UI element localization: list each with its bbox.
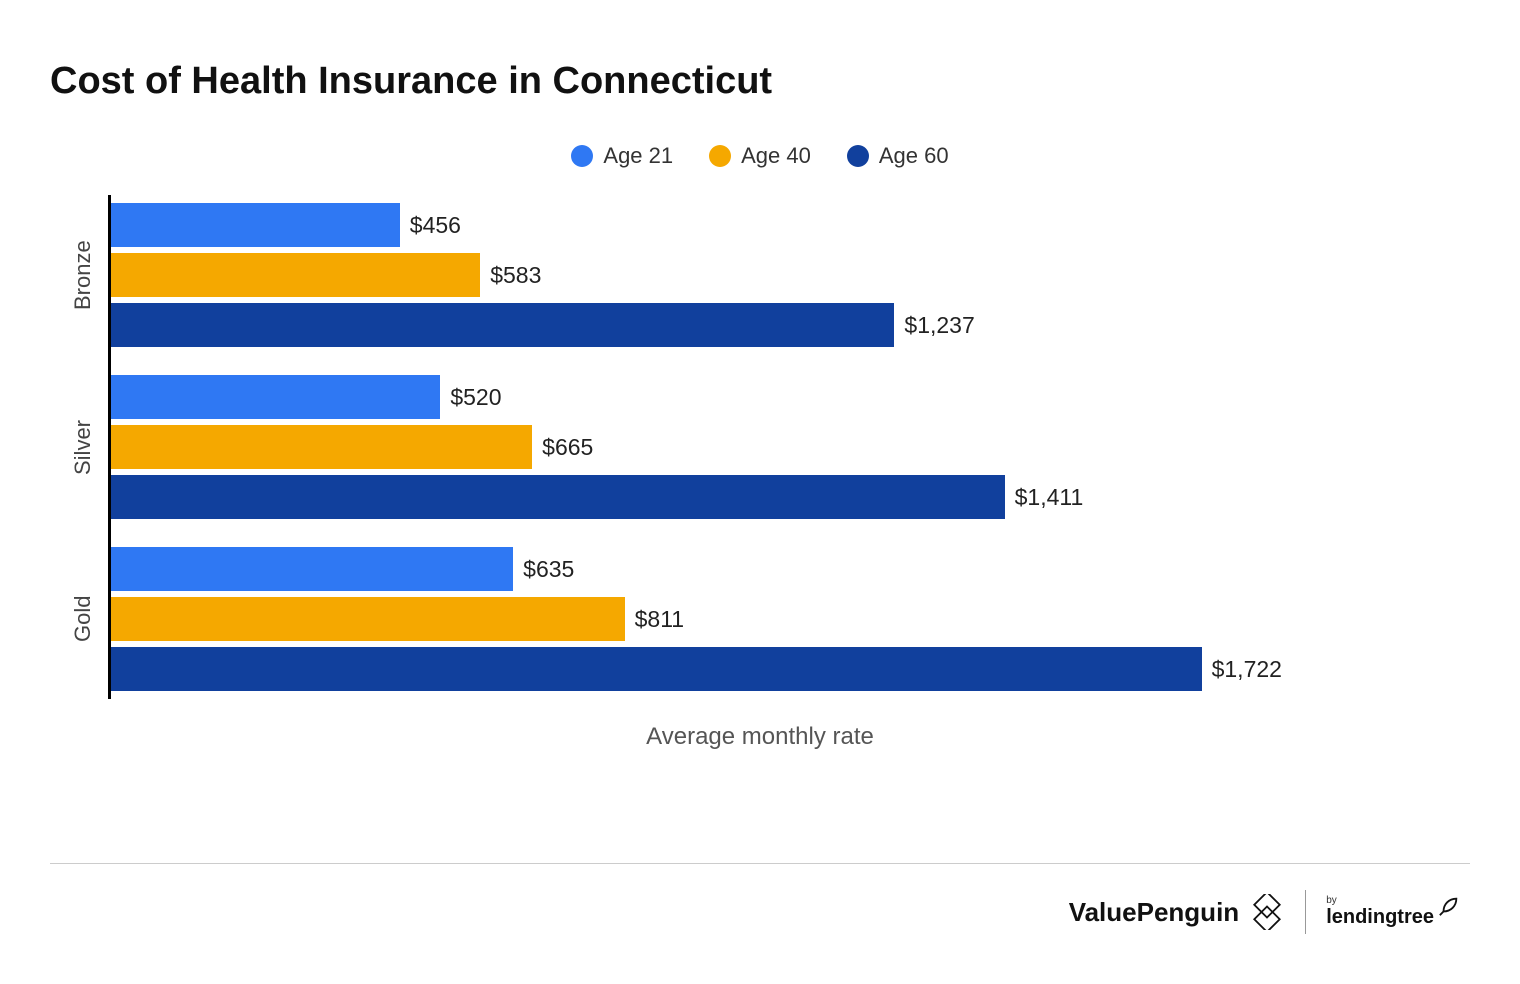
legend-swatch <box>571 145 593 167</box>
bar-value-label: $635 <box>523 556 574 583</box>
footer: ValuePenguin by lendingtree <box>1069 890 1460 934</box>
bar <box>111 647 1202 691</box>
legend-swatch <box>709 145 731 167</box>
legend-label: Age 21 <box>603 143 673 169</box>
legend-label: Age 40 <box>741 143 811 169</box>
x-axis-label: Average monthly rate <box>50 723 1470 751</box>
bar-row: $456 <box>111 203 1470 247</box>
footer-divider <box>50 863 1470 864</box>
bar-value-label: $520 <box>450 384 501 411</box>
bar-row: $665 <box>111 425 1470 469</box>
bar-value-label: $1,411 <box>1015 484 1084 511</box>
footer-separator <box>1305 890 1306 934</box>
leaf-icon <box>1438 895 1460 917</box>
bar <box>111 425 532 469</box>
legend-swatch <box>847 145 869 167</box>
lendingtree-logo: by lendingtree <box>1326 895 1460 929</box>
category-label: Silver <box>70 375 96 519</box>
valuepenguin-logo: ValuePenguin <box>1069 894 1286 930</box>
bar <box>111 303 894 347</box>
valuepenguin-icon <box>1249 894 1285 930</box>
bar-value-label: $665 <box>542 434 593 461</box>
bar-row: $1,411 <box>111 475 1470 519</box>
bar-value-label: $583 <box>490 262 541 289</box>
bar-row: $1,722 <box>111 647 1470 691</box>
chart-title: Cost of Health Insurance in Connecticut <box>50 60 1470 103</box>
legend-item: Age 21 <box>571 143 673 169</box>
lendingtree-by: by <box>1326 895 1434 906</box>
bar <box>111 597 625 641</box>
bar-group: $635 $811 $1,722 <box>111 547 1470 691</box>
bar-row: $520 <box>111 375 1470 419</box>
bar <box>111 253 480 297</box>
legend-item: Age 60 <box>847 143 949 169</box>
bar-row: $811 <box>111 597 1470 641</box>
bar-value-label: $456 <box>410 212 461 239</box>
bar <box>111 475 1005 519</box>
plot-area: $456 $583 $1,237 $520 $665 $1,411 $635 $811 $1,7… <box>108 195 1470 699</box>
bar-value-label: $1,237 <box>904 312 974 339</box>
bar-row: $635 <box>111 547 1470 591</box>
chart-area: BronzeSilverGold $456$583$1,237$520$665$… <box>70 195 1470 699</box>
bar-group: $520 $665 $1,411 <box>111 375 1470 519</box>
y-axis-labels: Bronze Silver Gold <box>70 195 108 699</box>
bar-value-label: $811 <box>635 606 684 633</box>
bar-value-label: $1,722 <box>1212 656 1282 683</box>
bar-row: $583 <box>111 253 1470 297</box>
bar-group: $456 $583 $1,237 <box>111 203 1470 347</box>
bar <box>111 375 440 419</box>
legend: Age 21 Age 40 Age 60 <box>50 143 1470 169</box>
category-label: Bronze <box>70 203 96 347</box>
bar <box>111 203 400 247</box>
category-label: Gold <box>70 547 96 691</box>
legend-label: Age 60 <box>879 143 949 169</box>
bar <box>111 547 513 591</box>
legend-item: Age 40 <box>709 143 811 169</box>
lendingtree-text: lendingtree <box>1326 906 1434 928</box>
valuepenguin-text: ValuePenguin <box>1069 897 1240 928</box>
bar-row: $1,237 <box>111 303 1470 347</box>
